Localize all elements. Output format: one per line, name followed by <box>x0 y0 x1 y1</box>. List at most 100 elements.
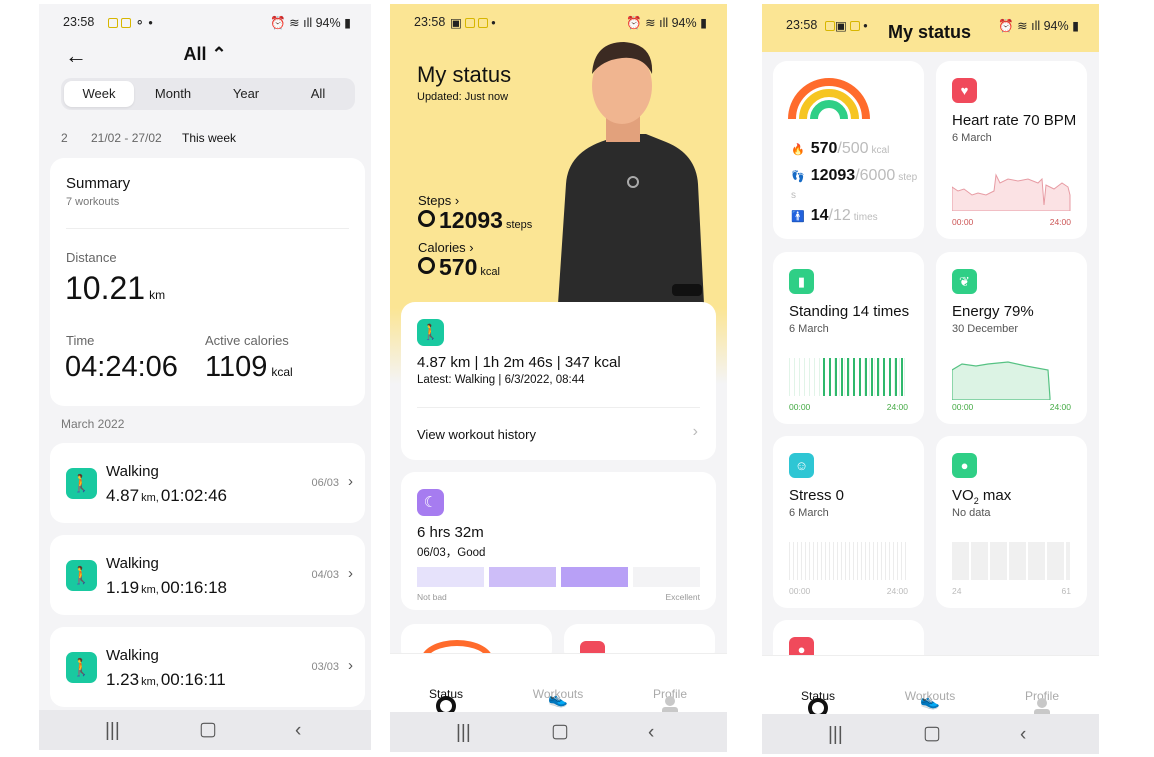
summary-title: Summary <box>66 175 131 192</box>
tab-status[interactable]: Status <box>778 689 858 718</box>
vo2-max-card[interactable]: ● VO2 max No data 24 61 <box>936 436 1087 608</box>
heart-icon: ♥ <box>952 78 977 103</box>
view-workout-history-link[interactable]: View workout history <box>417 427 536 442</box>
standing-card[interactable]: ▮ Standing 14 times 6 March 00:00 24:00 <box>773 252 924 424</box>
tab-profile[interactable]: Profile <box>630 687 710 715</box>
activity-rings-card[interactable]: 🔥 570/500 kcal 👣 12093/6000 step s 🚹 14/12 tim… <box>773 61 924 239</box>
workout-item[interactable]: 🚶 Walking 1.23 km, 00:16:11 03/03 › <box>50 627 365 707</box>
walking-icon: 🚶 <box>66 468 97 499</box>
tab-workouts[interactable]: 👟 Workouts <box>904 689 956 710</box>
recent-apps-icon[interactable]: ||| <box>828 724 843 745</box>
period-segmented-control: Week Month Year All <box>61 78 355 110</box>
back-icon[interactable]: ‹ <box>295 720 302 741</box>
system-icons: ⏰ ≋ ıll 94% ▮ <box>626 16 707 30</box>
steps-row: 👣 12093/6000 step s <box>791 167 918 201</box>
system-icons: ⏰ ≋ ıll 94% ▮ <box>270 16 351 30</box>
workout-item[interactable]: 🚶 Walking 1.19 km, 00:16:18 04/03 › <box>50 535 365 615</box>
heart-axis-end: 24:00 <box>1049 217 1071 227</box>
workout-latest: Latest: Walking | 6/3/2022, 08:44 <box>417 374 585 386</box>
energy-axis-end: 24:00 <box>1049 402 1071 412</box>
tab-week[interactable]: Week <box>64 81 134 107</box>
calories-link[interactable]: Calories › <box>418 240 474 255</box>
energy-title: Energy 79% <box>952 303 1034 320</box>
back-icon[interactable]: ‹ <box>1020 724 1027 745</box>
home-icon[interactable]: ▢ <box>923 723 941 744</box>
sleep-date: 06/03，Good <box>417 547 486 559</box>
workout-stats: 1.19 km, 00:16:18 <box>106 578 228 597</box>
heart-rate-card[interactable]: ♥ Heart rate 70 BPM 6 March 00:00 24:00 <box>936 61 1087 239</box>
back-icon[interactable]: ‹ <box>648 722 655 743</box>
workout-card[interactable]: 🚶 4.87 km | 1h 2m 46s | 347 kcal Latest:… <box>401 302 716 460</box>
tab-all[interactable]: All <box>310 86 326 101</box>
date-range-prev-partial[interactable]: 2 <box>61 131 68 145</box>
workout-date: 04/03 <box>311 569 339 581</box>
stress-card[interactable]: ☺ Stress 0 6 March 00:00 24:00 <box>773 436 924 608</box>
date-range-current[interactable]: This week <box>182 131 237 145</box>
date-range-prev[interactable]: 21/02 - 27/02 <box>91 131 162 145</box>
heart-rate-chart <box>952 173 1071 211</box>
avatar-illustration <box>558 42 704 304</box>
time-label: Time <box>66 333 95 348</box>
vo2-axis-start: 24 <box>952 586 962 596</box>
calories-value: 570 kcal <box>418 254 500 281</box>
steps-link[interactable]: Steps › <box>418 193 460 208</box>
workout-item[interactable]: 🚶 Walking 4.87 km, 01:02:46 06/03 › <box>50 443 365 523</box>
workout-stats: 1.23 km, 00:16:11 <box>106 670 226 689</box>
kcal-row: 🔥 570/500 kcal <box>791 140 890 157</box>
tab-profile[interactable]: Profile <box>1002 689 1082 717</box>
chevron-right-icon: › <box>348 657 353 674</box>
tab-year[interactable]: Year <box>232 86 260 101</box>
recent-apps-icon[interactable]: ||| <box>105 720 120 741</box>
energy-card[interactable]: ❦ Energy 79% 30 December 00:00 24:00 <box>936 252 1087 424</box>
time-value: 04:24:06 <box>65 351 178 383</box>
distance-label: Distance <box>66 250 117 265</box>
system-nav-bar: ||| ▢ ‹ <box>39 710 371 750</box>
energy-leaf-icon: ❦ <box>952 269 977 294</box>
clock: 23:58 <box>63 15 95 29</box>
workout-name: Walking <box>106 555 159 572</box>
screen-my-status: 23:58 ▣ • ⏰ ≋ ıll 94% ▮ My status Update… <box>390 4 727 752</box>
distance-value: 10.21 km <box>65 270 166 306</box>
stress-chart-background <box>789 542 907 580</box>
sleep-bar-4 <box>633 567 700 587</box>
notification-icons: ▣ • <box>822 18 868 33</box>
home-icon[interactable]: ▢ <box>199 719 217 740</box>
workout-name: Walking <box>106 463 159 480</box>
notification-icons: ⚬ • <box>105 15 153 30</box>
sleep-duration: 6 hrs 32m <box>417 524 484 541</box>
standing-date: 6 March <box>789 323 829 335</box>
standing-title: Standing 14 times <box>789 303 910 320</box>
workout-summary: 4.87 km | 1h 2m 46s | 347 kcal <box>417 354 621 371</box>
sleep-bar-1 <box>417 567 484 587</box>
stress-axis-end: 24:00 <box>886 586 908 596</box>
energy-axis-start: 00:00 <box>952 402 974 412</box>
shoe-icon: 👟 <box>920 693 940 710</box>
system-icons: ⏰ ≋ ıll 94% ▮ <box>998 19 1079 33</box>
sleep-bar-2 <box>489 567 556 587</box>
energy-date: 30 December <box>952 323 1019 335</box>
sport-filter-dropdown[interactable]: All ⌃ <box>183 44 227 64</box>
system-nav-bar: ||| ▢ ‹ <box>762 714 1099 754</box>
sleep-card[interactable]: ☾ 6 hrs 32m 06/03，Good Not bad Excellent <box>401 472 716 610</box>
tab-month[interactable]: Month <box>154 86 192 101</box>
vo2-title: VO2 max <box>952 487 1012 506</box>
standing-chart-bars <box>823 358 903 396</box>
recent-apps-icon[interactable]: ||| <box>456 722 471 743</box>
tab-status[interactable]: Status <box>406 687 486 716</box>
standing-axis-start: 00:00 <box>789 402 811 412</box>
home-icon[interactable]: ▢ <box>551 721 569 742</box>
steps-value: 12093 steps <box>418 207 532 234</box>
sleep-bar-3 <box>561 567 628 587</box>
tab-workouts[interactable]: 👟 Workouts <box>532 687 584 708</box>
standing-axis-end: 24:00 <box>886 402 908 412</box>
bottom-tab-bar: Status 👟 Workouts Profile <box>762 655 1099 718</box>
vo2-chart-background <box>952 542 1070 580</box>
page-title: My status <box>417 62 512 87</box>
stress-title: Stress 0 <box>789 487 845 504</box>
heart-axis-start: 00:00 <box>952 217 974 227</box>
workout-stats: 4.87 km, 01:02:46 <box>106 486 228 505</box>
vo2-icon: ● <box>952 453 977 478</box>
back-arrow-icon[interactable]: ← <box>65 43 87 68</box>
divider <box>66 228 349 229</box>
rings-graphic <box>788 78 870 120</box>
